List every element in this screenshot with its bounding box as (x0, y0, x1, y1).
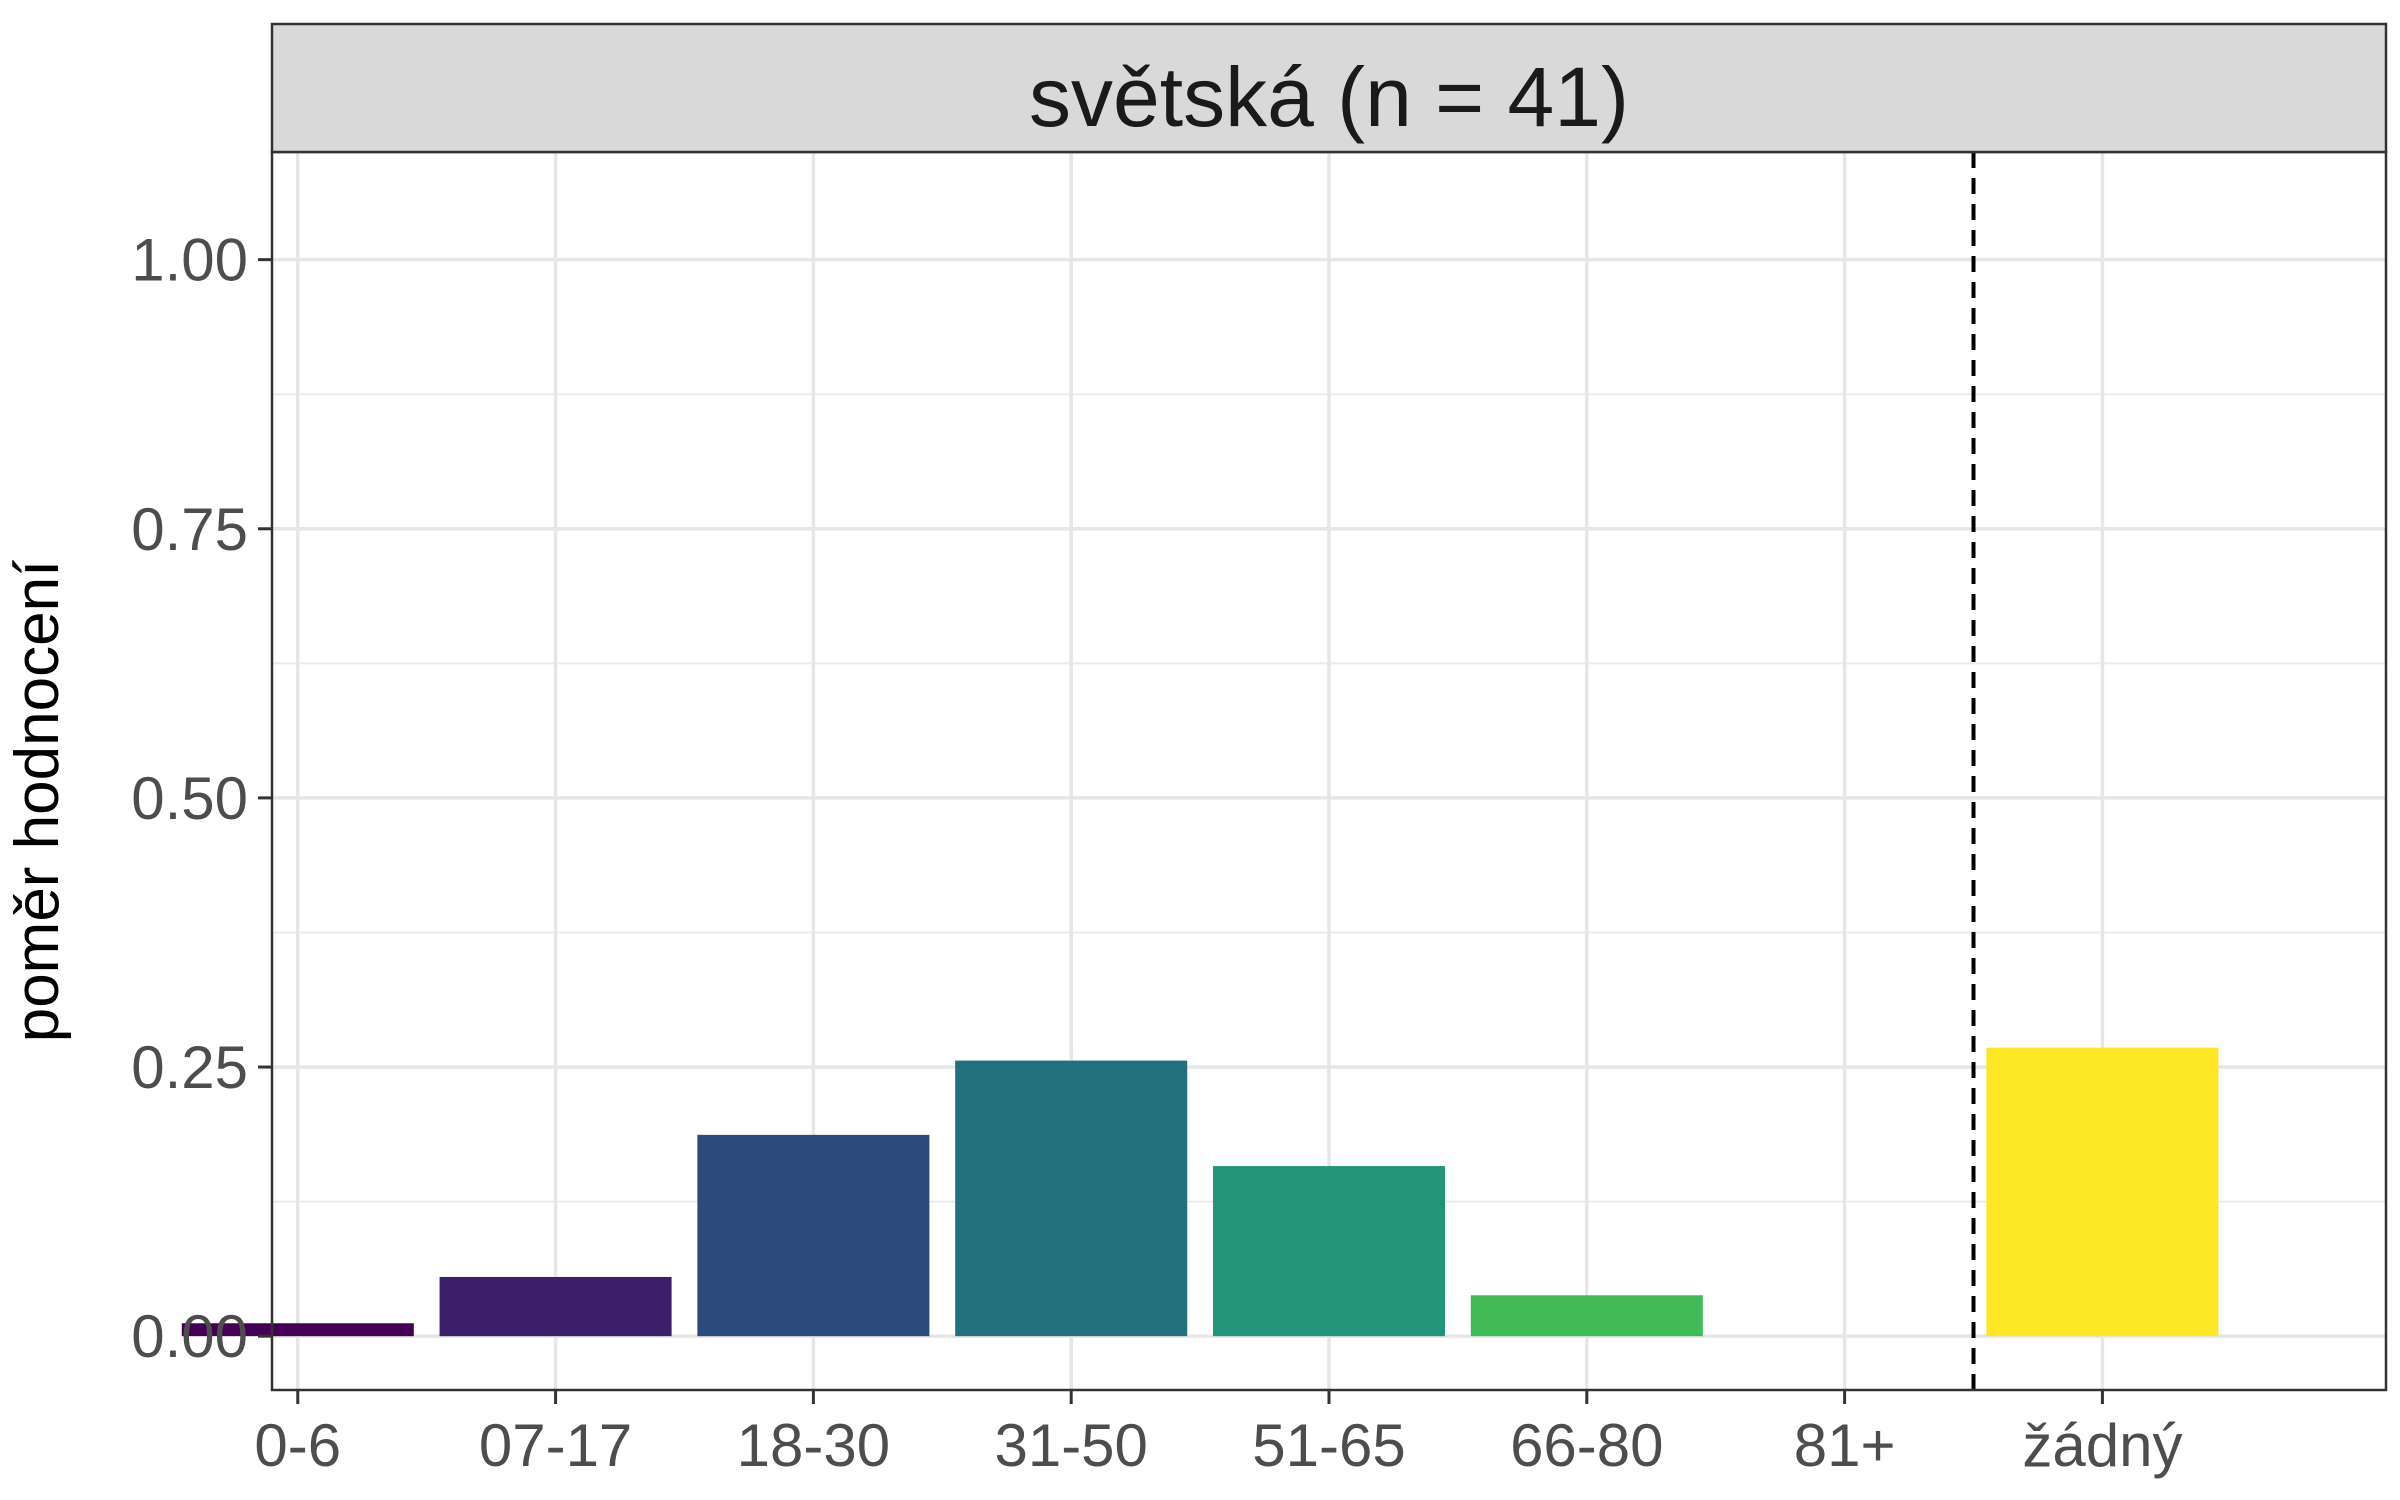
x-tick-label: 18-30 (737, 1412, 890, 1479)
y-tick-label: 0.00 (131, 1303, 248, 1370)
y-tick-label: 0.75 (131, 496, 248, 563)
bar-18-30 (697, 1134, 930, 1337)
x-tick-label: 81+ (1794, 1412, 1896, 1479)
bar-66-80 (1470, 1295, 1703, 1337)
x-axis: 0-6 07-17 18-30 31-50 51-65 66-80 81+ žádný (254, 1390, 2182, 1479)
bar-žádný (1986, 1047, 2219, 1337)
x-tick-label: žádný (2022, 1412, 2182, 1479)
y-tick-label: 0.50 (131, 765, 248, 832)
x-tick-label: 66-80 (1510, 1412, 1663, 1479)
bar-07-17 (439, 1276, 672, 1337)
x-tick-label: 0-6 (254, 1412, 341, 1479)
x-tick-label: 51-65 (1252, 1412, 1405, 1479)
bar-51-65 (1212, 1166, 1446, 1337)
bar-31-50 (955, 1060, 1188, 1337)
bars (181, 1047, 2219, 1337)
y-tick-label: 0.25 (131, 1034, 248, 1101)
facet-strip (270, 22, 2388, 154)
y-axis-title: poměr hodnocení (3, 560, 72, 1043)
panel-title: světská (n = 41) (1029, 50, 1629, 144)
y-tick-label: 1.00 (131, 227, 248, 294)
y-axis: 0.00 0.25 0.50 0.75 1.00 (131, 227, 272, 1370)
x-tick-label: 31-50 (994, 1412, 1147, 1479)
x-tick-label: 07-17 (479, 1412, 632, 1479)
bar-0-6 (181, 1323, 414, 1337)
